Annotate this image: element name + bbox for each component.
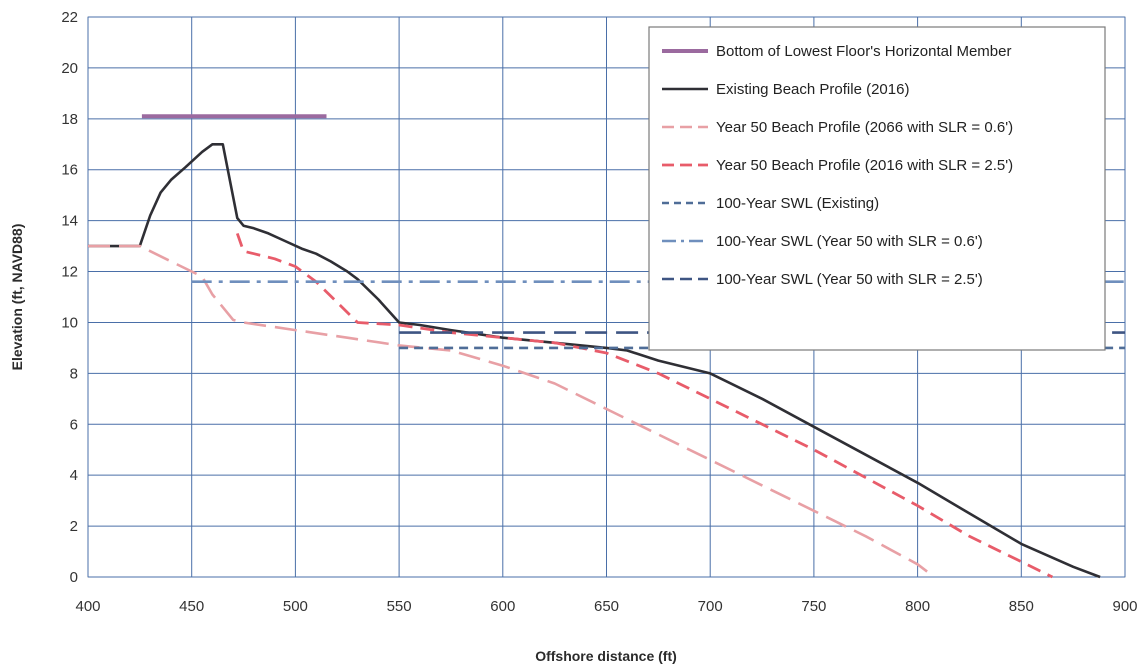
legend-label: 100-Year SWL (Year 50 with SLR = 2.5')	[716, 271, 983, 288]
x-tick-labels: 400 450 500 550 600 650 700 750 800 850 900	[75, 598, 1137, 615]
y-tick-label: 6	[70, 416, 78, 433]
x-tick-label: 500	[283, 598, 308, 615]
x-tick-label: 600	[490, 598, 515, 615]
legend-box	[648, 26, 1106, 351]
y-tick-label: 12	[61, 264, 78, 281]
legend-label: 100-Year SWL (Existing)	[716, 195, 879, 212]
x-tick-label: 900	[1112, 598, 1137, 615]
x-tick-label: 750	[801, 598, 826, 615]
y-tick-label: 0	[70, 569, 78, 586]
x-tick-label: 400	[75, 598, 100, 615]
x-tick-label: 450	[179, 598, 204, 615]
series-line-2	[88, 143, 1101, 579]
y-tick-label: 18	[61, 111, 78, 128]
y-tick-label: 10	[61, 314, 78, 331]
y-tick-label: 2	[70, 518, 78, 535]
y-axis-title: Elevation (ft, NAVD88)	[9, 224, 25, 371]
y-tick-label: 4	[70, 467, 78, 484]
legend-label: 100-Year SWL (Year 50 with SLR = 0.6')	[716, 233, 983, 250]
legend-label: Bottom of Lowest Floor's Horizontal Memb…	[716, 43, 1011, 60]
x-tick-label: 650	[594, 598, 619, 615]
x-tick-label: 700	[698, 598, 723, 615]
legend-label: Existing Beach Profile (2016)	[716, 81, 909, 98]
legend: Bottom of Lowest Floor's Horizontal Memb…	[648, 26, 1106, 351]
x-tick-label: 550	[387, 598, 412, 615]
y-tick-label: 16	[61, 162, 78, 179]
y-tick-labels: 0 2 4 6 8 10 12 14 16 18 20 22	[61, 9, 78, 586]
y-tick-label: 22	[61, 9, 78, 26]
x-axis-title: Offshore distance (ft)	[535, 648, 677, 664]
y-tick-label: 20	[61, 60, 78, 77]
x-tick-label: 850	[1009, 598, 1034, 615]
y-tick-label: 8	[70, 365, 78, 382]
y-tick-label: 14	[61, 213, 78, 230]
x-tick-label: 800	[905, 598, 930, 615]
legend-label: Year 50 Beach Profile (2066 with SLR = 0…	[716, 119, 1013, 136]
legend-label: Year 50 Beach Profile (2016 with SLR = 2…	[716, 157, 1013, 174]
